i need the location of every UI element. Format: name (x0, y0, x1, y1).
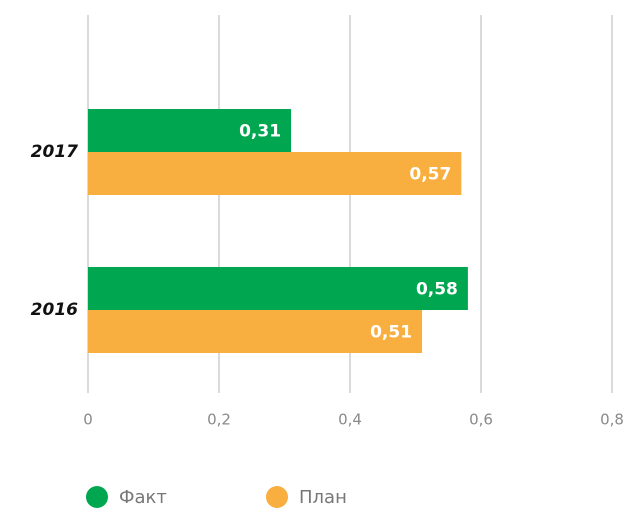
legend-marker (86, 486, 108, 508)
x-tick-label: 0,2 (207, 411, 231, 429)
data-label: 0,57 (409, 165, 451, 185)
legend-label: Факт (119, 487, 167, 508)
data-label: 0,31 (239, 122, 281, 142)
bar (88, 267, 468, 310)
x-tick-label: 0,4 (338, 411, 362, 429)
x-tick-label: 0,8 (600, 411, 624, 429)
x-tick-label: 0,6 (469, 411, 493, 429)
bar (88, 310, 423, 353)
bar (88, 152, 462, 195)
data-label: 0,51 (370, 323, 412, 343)
bar (88, 109, 292, 152)
data-label: 0,58 (416, 280, 458, 300)
legend-marker (266, 486, 288, 508)
x-tick-label: 0 (83, 411, 93, 429)
legend-label: План (299, 487, 347, 508)
y-tick-label: 2016 (31, 300, 78, 320)
y-tick-label: 2017 (31, 142, 78, 162)
